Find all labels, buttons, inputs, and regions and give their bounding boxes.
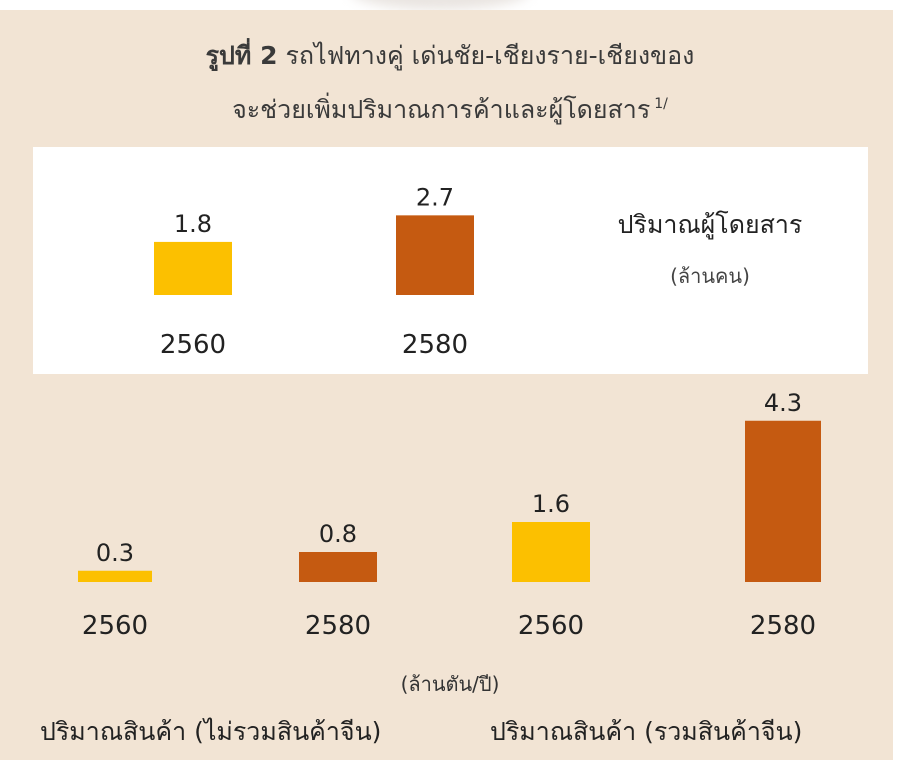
passenger-chart-title: ปริมาณผู้โดยสาร <box>617 210 803 239</box>
passenger-bar-2580 <box>396 215 474 295</box>
passenger-bar-2560 <box>154 241 232 295</box>
freight-data-label-g0-2580: 0.8 <box>319 520 357 548</box>
title-text-1: รถไฟทางคู่ เด่นชัย-เชียงราย-เชียงของ <box>285 41 695 70</box>
freight-data-label-g1-2560: 1.6 <box>532 490 570 518</box>
freight-year-label-g0-2580: 2580 <box>305 611 371 641</box>
freight-year-label-g1-2560: 2560 <box>518 611 584 641</box>
title-text-2: จะช่วยเพิ่มปริมาณการค้าและผู้โดยสาร <box>232 95 651 124</box>
freight-year-label-g0-2560: 2560 <box>82 611 148 641</box>
footnote-mark: 1/ <box>654 96 668 112</box>
top-glow <box>350 0 530 10</box>
freight-bar-g0-2580 <box>299 552 377 582</box>
passenger-data-label-2580: 2.7 <box>416 183 454 211</box>
passenger-bar-chart: 1.8 2560 2.7 2580 <box>154 183 474 360</box>
freight-bar-g0-2560 <box>78 570 152 582</box>
freight-group-label-excluding-china: ปริมาณสินค้า (ไม่รวมสินค้าจีน) <box>40 717 382 746</box>
freight-bar-chart: 0.3 2560 0.8 2580 1.6 2560 4.3 2580 <box>78 389 821 641</box>
freight-year-label-g1-2580: 2580 <box>750 611 816 641</box>
freight-unit-label: (ล้านตัน/ปี) <box>400 672 500 696</box>
freight-bar-g1-2560 <box>512 522 590 582</box>
passenger-unit-label: (ล้านคน) <box>670 264 750 288</box>
chart-panel <box>0 10 893 760</box>
passenger-data-label-2560: 1.8 <box>174 210 212 238</box>
passenger-year-label-2580: 2580 <box>402 330 468 360</box>
freight-data-label-g1-2580: 4.3 <box>764 389 802 417</box>
passenger-year-label-2560: 2560 <box>160 330 226 360</box>
freight-bar-g1-2580 <box>745 420 821 582</box>
chart-title-line-2: จะช่วยเพิ่มปริมาณการค้าและผู้โดยสาร 1/ <box>0 90 900 130</box>
figure-number: รูปที่ 2 <box>205 41 278 70</box>
freight-data-label-g0-2560: 0.3 <box>96 539 134 567</box>
chart-title-line-1: รูปที่ 2 รถไฟทางคู่ เด่นชัย-เชียงราย-เชี… <box>0 36 900 76</box>
freight-group-label-including-china: ปริมาณสินค้า (รวมสินค้าจีน) <box>490 717 803 746</box>
